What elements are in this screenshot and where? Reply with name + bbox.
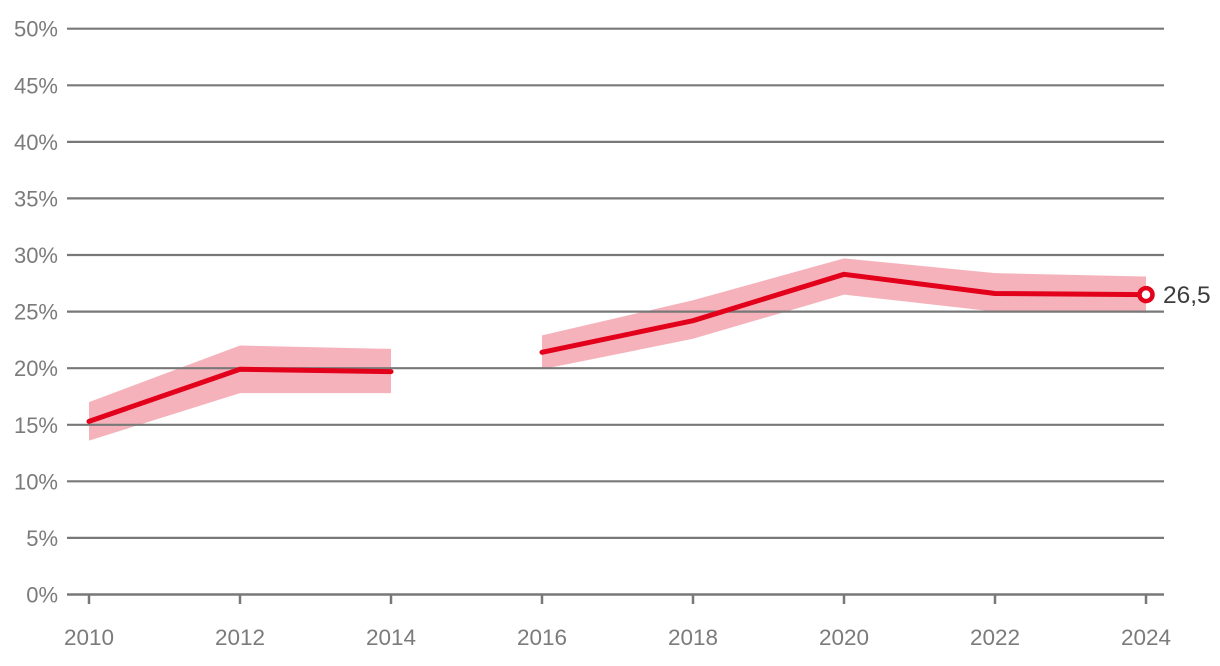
y-tick-label: 15% xyxy=(14,413,58,438)
confidence-band xyxy=(89,345,391,441)
y-tick-label: 10% xyxy=(14,469,58,494)
y-tick-label: 0% xyxy=(26,583,58,608)
x-tick-label: 2016 xyxy=(517,625,567,650)
x-tick-label: 2018 xyxy=(668,625,718,650)
y-tick-label: 20% xyxy=(14,356,58,381)
y-tick-label: 50% xyxy=(14,17,58,42)
x-tick-label: 2014 xyxy=(366,625,416,650)
x-tick-label: 2022 xyxy=(970,625,1020,650)
x-tick-label: 2020 xyxy=(819,625,869,650)
data-line-segment xyxy=(539,271,1149,355)
endpoint-marker xyxy=(1137,285,1155,304)
y-tick-label: 45% xyxy=(14,73,58,98)
y-tick-label: 40% xyxy=(14,130,58,155)
data-line-segment xyxy=(86,366,394,424)
y-tick-label: 30% xyxy=(14,243,58,268)
y-tick-label: 25% xyxy=(14,300,58,325)
x-tick-label: 2024 xyxy=(1121,625,1171,650)
x-tick-label: 2012 xyxy=(215,625,265,650)
y-tick-label: 35% xyxy=(14,186,58,211)
endpoint-value-label: 26,5 xyxy=(1163,282,1211,309)
y-tick-label: 5% xyxy=(26,526,58,551)
x-tick-label: 2010 xyxy=(64,625,114,650)
confidence-band xyxy=(542,258,1146,370)
